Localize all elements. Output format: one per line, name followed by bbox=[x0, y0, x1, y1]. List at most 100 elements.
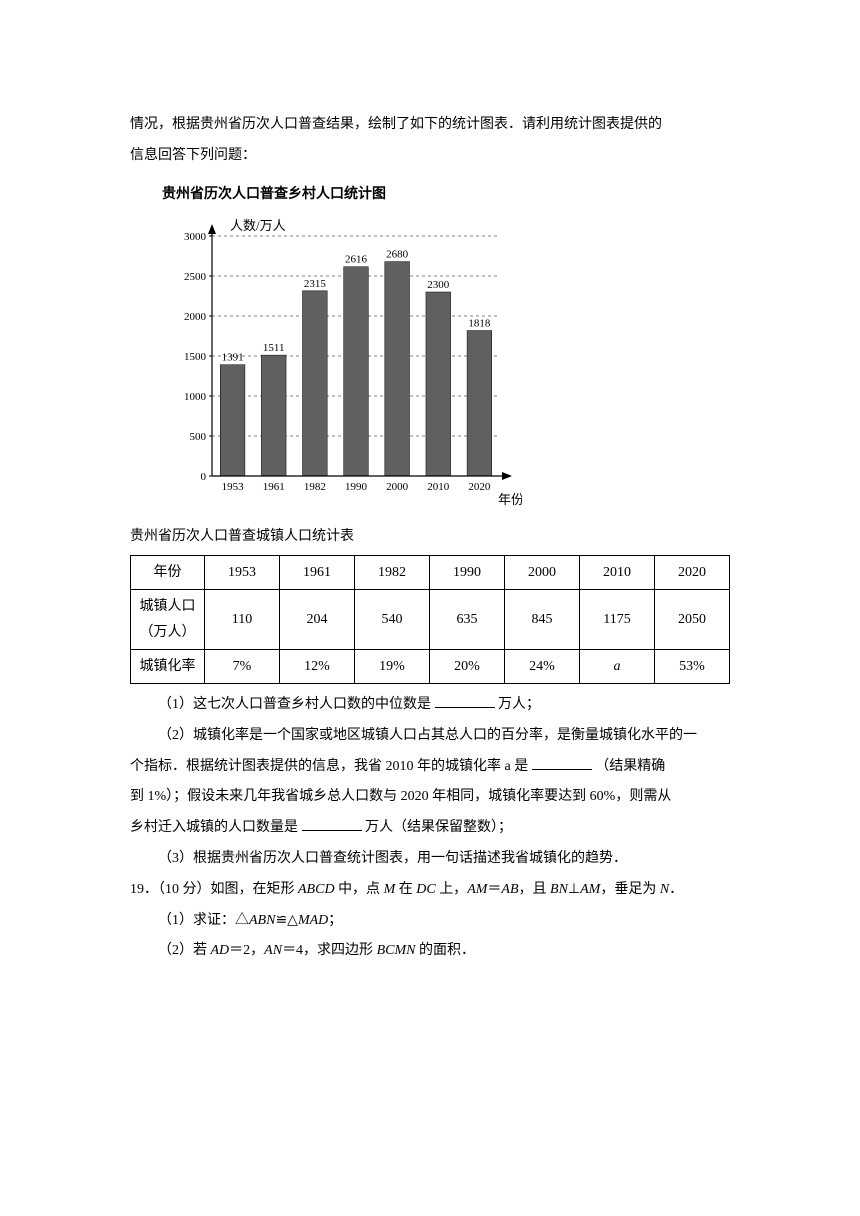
chart-container: 贵州省历次人口普查乡村人口统计图 0 500 1000 1500 2000 2500 300… bbox=[162, 180, 730, 515]
svg-text:1961: 1961 bbox=[263, 481, 285, 493]
p19-b1: 中，点 bbox=[335, 882, 384, 897]
var-ad: AD bbox=[211, 943, 230, 958]
svg-text:人数/万人: 人数/万人 bbox=[230, 218, 286, 233]
col-header: 年份 bbox=[131, 556, 205, 590]
row-label: 城镇人口（万人） bbox=[131, 590, 205, 649]
svg-text:500: 500 bbox=[190, 431, 207, 443]
urban-population-table: 年份 1953 1961 1982 1990 2000 2010 2020 城镇… bbox=[130, 555, 730, 684]
svg-text:1391: 1391 bbox=[222, 352, 244, 364]
cell: 12% bbox=[280, 649, 355, 683]
question-1: （1）这七次人口普查乡村人口数的中位数是 万人； bbox=[130, 690, 730, 721]
var-bn: BN bbox=[550, 882, 568, 897]
problem-19: 19．（10 分）如图，在矩形 ABCD 中，点 M 在 DC 上，AM＝AB ，… bbox=[130, 875, 730, 906]
intro-text-2: 信息回答下列问题： bbox=[130, 141, 730, 172]
var-bcmn: BCMN bbox=[377, 943, 416, 958]
bar-chart: 0 500 1000 1500 2000 2500 3000 1391 1953 1511 1961… bbox=[162, 214, 522, 514]
p19-b4: ＝ bbox=[487, 882, 501, 897]
question-2-line2: 个指标．根据统计图表提供的信息，我省 2010 年的城镇化率 a 是 （结果精确 bbox=[130, 752, 730, 783]
svg-text:2010: 2010 bbox=[427, 481, 450, 493]
problem-number: 19．（10 分）如图，在矩形 bbox=[130, 882, 298, 897]
table-row: 城镇化率 7% 12% 19% 20% 24% a 53% bbox=[131, 649, 730, 683]
question-2-line1: （2）城镇化率是一个国家或地区城镇人口占其总人口的百分率，是衡量城镇化水平的一 bbox=[130, 721, 730, 752]
blank-2[interactable] bbox=[532, 756, 592, 770]
p19-1b: ≌△ bbox=[275, 913, 298, 928]
cell: 20% bbox=[430, 649, 505, 683]
p19-2c: ＝4，求四边形 bbox=[282, 943, 377, 958]
p19-b8: ． bbox=[669, 882, 683, 897]
cell: 110 bbox=[205, 590, 280, 649]
problem-19-part2: （2）若 AD＝2，AN＝4，求四边形 BCMN 的面积． bbox=[130, 936, 730, 967]
svg-text:2616: 2616 bbox=[345, 254, 368, 266]
p19-b6: ⊥ bbox=[568, 882, 580, 897]
cell: 53% bbox=[655, 649, 730, 683]
intro-text: 情况，根据贵州省历次人口普查结果，绘制了如下的统计图表．请利用统计图表提供的 bbox=[130, 110, 730, 141]
row-label: 城镇化率 bbox=[131, 649, 205, 683]
var-mad: MAD bbox=[298, 913, 328, 928]
svg-text:1000: 1000 bbox=[184, 391, 207, 403]
p19-b3: 上， bbox=[436, 882, 468, 897]
intro-line2: 信息回答下列问题： bbox=[130, 148, 256, 163]
p19-1c: ； bbox=[328, 913, 342, 928]
table-caption: 贵州省历次人口普查城镇人口统计表 bbox=[130, 522, 730, 553]
q2-text-d: 到 1%）；假设未来几年我省城乡总人口数与 2020 年相同，城镇化率要达到 6… bbox=[130, 789, 671, 804]
table-row: 年份 1953 1961 1982 1990 2000 2010 2020 bbox=[131, 556, 730, 590]
var-m: M bbox=[384, 882, 396, 897]
svg-text:2500: 2500 bbox=[184, 271, 207, 283]
svg-text:1511: 1511 bbox=[263, 343, 285, 355]
cell: 19% bbox=[355, 649, 430, 683]
cell: 204 bbox=[280, 590, 355, 649]
problem-19-part1: （1）求证：△ABN≌△MAD； bbox=[130, 906, 730, 937]
p19-1a: （1）求证：△ bbox=[158, 913, 249, 928]
var-abcd: ABCD bbox=[298, 882, 335, 897]
p19-b2: 在 bbox=[395, 882, 416, 897]
var-ab: AB bbox=[501, 882, 518, 897]
p19-2d: 的面积． bbox=[415, 943, 475, 958]
col-header: 2020 bbox=[655, 556, 730, 590]
intro-line1: 情况，根据贵州省历次人口普查结果，绘制了如下的统计图表．请利用统计图表提供的 bbox=[130, 117, 662, 132]
p19-2b: ＝2， bbox=[229, 943, 264, 958]
cell: 845 bbox=[505, 590, 580, 649]
question-3: （3）根据贵州省历次人口普查统计图表，用一句话描述我省城镇化的趋势． bbox=[130, 844, 730, 875]
question-2-line4: 乡村迁入城镇的人口数量是 万人（结果保留整数）； bbox=[130, 813, 730, 844]
cell: 540 bbox=[355, 590, 430, 649]
var-dc: DC bbox=[416, 882, 435, 897]
q2-text-a: （2）城镇化率是一个国家或地区城镇人口占其总人口的百分率，是衡量城镇化水平的一 bbox=[158, 728, 697, 743]
cell: 1175 bbox=[580, 590, 655, 649]
q2-text-b: 个指标．根据统计图表提供的信息，我省 2010 年的城镇化率 a 是 bbox=[130, 759, 528, 774]
svg-text:2000: 2000 bbox=[386, 481, 409, 493]
col-header: 1961 bbox=[280, 556, 355, 590]
col-header: 1990 bbox=[430, 556, 505, 590]
svg-text:1818: 1818 bbox=[468, 318, 491, 330]
var-n: N bbox=[660, 882, 669, 897]
q1-text-a: （1）这七次人口普查乡村人口数的中位数是 bbox=[158, 697, 431, 712]
svg-text:2680: 2680 bbox=[386, 249, 409, 261]
blank-3[interactable] bbox=[302, 817, 362, 831]
question-2-line3: 到 1%）；假设未来几年我省城乡总人口数与 2020 年相同，城镇化率要达到 6… bbox=[130, 782, 730, 813]
chart-title: 贵州省历次人口普查乡村人口统计图 bbox=[162, 180, 730, 211]
p19-2a: （2）若 bbox=[158, 943, 211, 958]
svg-text:1982: 1982 bbox=[304, 481, 326, 493]
svg-text:1500: 1500 bbox=[184, 351, 207, 363]
col-header: 1953 bbox=[205, 556, 280, 590]
svg-text:3000: 3000 bbox=[184, 231, 207, 243]
svg-text:2315: 2315 bbox=[304, 278, 327, 290]
svg-text:1990: 1990 bbox=[345, 481, 368, 493]
cell: 7% bbox=[205, 649, 280, 683]
cell: 2050 bbox=[655, 590, 730, 649]
p19-b7: ，垂足为 bbox=[600, 882, 660, 897]
col-header: 2000 bbox=[505, 556, 580, 590]
cell: 635 bbox=[430, 590, 505, 649]
col-header: 2010 bbox=[580, 556, 655, 590]
svg-text:年份: 年份 bbox=[498, 492, 522, 507]
table-row: 城镇人口（万人） 110 204 540 635 845 1175 2050 bbox=[131, 590, 730, 649]
svg-text:1953: 1953 bbox=[222, 481, 245, 493]
cell: 24% bbox=[505, 649, 580, 683]
blank-1[interactable] bbox=[435, 694, 495, 708]
svg-text:2020: 2020 bbox=[468, 481, 491, 493]
var-am: AM bbox=[467, 882, 487, 897]
q3-text: （3）根据贵州省历次人口普查统计图表，用一句话描述我省城镇化的趋势． bbox=[158, 851, 627, 866]
svg-text:0: 0 bbox=[201, 471, 207, 483]
q2-text-c: （结果精确 bbox=[595, 759, 665, 774]
q2-text-e: 乡村迁入城镇的人口数量是 bbox=[130, 820, 298, 835]
svg-text:2300: 2300 bbox=[427, 279, 450, 291]
